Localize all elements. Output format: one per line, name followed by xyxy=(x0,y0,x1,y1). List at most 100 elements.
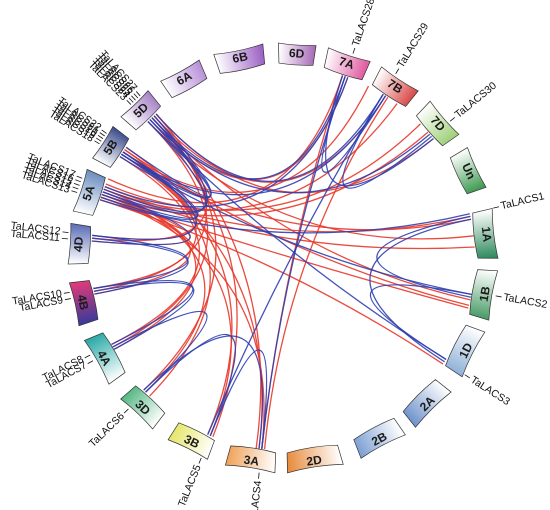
gene-tick-talacs28 xyxy=(352,47,356,54)
chromosome-label-2d: 2D xyxy=(305,452,323,468)
gene-label-talacs3: TaLACS3 xyxy=(468,374,512,408)
gene-tick-talacs29 xyxy=(395,68,400,74)
link-blue-56 xyxy=(321,76,387,173)
chromosome-6a xyxy=(160,59,208,99)
gene-labels: TaLACS1 TaLACS2 TaLACS3 TaLACS4 TaLACS5 TaLAC… xyxy=(10,0,548,510)
chromosome-label-4d: 4D xyxy=(71,236,86,253)
link-blue-57 xyxy=(342,93,433,189)
chromosome-label-1a: 1A xyxy=(479,226,495,243)
gene-tick-talacs2 xyxy=(495,295,502,298)
gene-label-talacs2: TaLACS2 xyxy=(502,291,548,311)
link-blue-63 xyxy=(121,95,387,196)
link-red-9 xyxy=(124,149,470,307)
chromosome-7d xyxy=(415,100,460,147)
gene-label-talacs30: TaLACS30 xyxy=(453,80,500,121)
link-red-19 xyxy=(261,75,344,449)
gene-tick-talacs25 xyxy=(131,95,136,101)
chromosome-5b xyxy=(92,125,130,168)
chromosome-7b xyxy=(371,66,419,107)
gene-tick-talacs23 xyxy=(126,100,132,105)
link-blue-59 xyxy=(151,76,346,180)
link-blue-55 xyxy=(369,218,472,363)
chromosome-label-1b: 1B xyxy=(477,285,494,303)
chromosome-7a xyxy=(323,47,371,81)
chromosome-4d xyxy=(67,222,91,265)
link-blue-42 xyxy=(125,119,212,197)
link-blue-52 xyxy=(143,335,264,449)
gene-tick-talacs6 xyxy=(123,408,129,414)
gene-tick-talacs1 xyxy=(493,206,500,209)
gene-tick-talacs12 xyxy=(62,231,69,233)
chromosome-label-6a: 6A xyxy=(174,68,194,88)
gene-tick-talacs13 xyxy=(71,190,78,193)
chromosome-label-6d: 6D xyxy=(289,46,306,61)
chromosome-label-2b: 2B xyxy=(369,429,389,449)
gene-tick-talacs22 xyxy=(101,129,107,134)
gene-tick-talacs3 xyxy=(464,374,471,379)
chromosome-3a xyxy=(224,445,277,474)
gene-label-talacs1: TaLACS1 xyxy=(500,190,546,212)
chromosome-5d xyxy=(120,90,162,131)
gene-tick-talacs26 xyxy=(133,93,139,99)
link-blue-48 xyxy=(93,279,194,345)
link-red-8 xyxy=(121,153,472,231)
gene-tick-talacs17 xyxy=(76,175,83,179)
link-blue-46 xyxy=(92,234,189,290)
link-red-4 xyxy=(107,75,344,204)
gene-tick-talacs4 xyxy=(258,472,260,479)
gene-tick-talacs30 xyxy=(449,117,456,122)
chromosome-6d xyxy=(278,42,317,66)
gene-tick-talacs19 xyxy=(95,137,102,142)
gene-tick-talacs9 xyxy=(64,298,71,301)
collinearity-links xyxy=(91,75,475,450)
chromosome-label-4a: 4A xyxy=(94,348,114,369)
link-red-5 xyxy=(103,103,398,212)
link-red-3 xyxy=(99,199,444,365)
link-red-6 xyxy=(101,131,429,217)
gene-tick-talacs14 xyxy=(72,186,79,190)
link-blue-62 xyxy=(104,77,349,208)
link-blue-61 xyxy=(149,119,431,194)
chromosome-2a xyxy=(402,379,452,428)
chromosome-6b xyxy=(213,43,266,74)
gene-tick-talacs16 xyxy=(75,179,82,183)
chromosome-label-3b: 3B xyxy=(182,432,202,452)
link-red-7 xyxy=(105,123,421,211)
gene-label-talacs4: TaLACS4 xyxy=(247,480,264,510)
link-blue-64 xyxy=(261,76,346,449)
gene-tick-talacs11 xyxy=(61,237,68,240)
link-red-28 xyxy=(111,156,200,345)
link-red-16 xyxy=(100,196,265,449)
link-blue-68 xyxy=(147,121,447,360)
gene-tick-talacs8 xyxy=(84,354,91,359)
link-blue-49 xyxy=(112,310,208,393)
chromosome-label-4b: 4B xyxy=(74,293,91,311)
gene-label-talacs28: TaLACS28 xyxy=(350,0,378,48)
chromosome-3d xyxy=(120,385,166,430)
gene-tick-talacs27 xyxy=(135,91,141,97)
gene-label-talacs12: TaLACS12 xyxy=(10,220,61,238)
gene-tick-talacs10 xyxy=(63,291,70,294)
chromosome-label-3a: 3A xyxy=(243,452,261,468)
chromosome-label-5a: 5A xyxy=(80,183,98,202)
chromosome-label-6b: 6B xyxy=(231,49,249,66)
link-blue-65 xyxy=(207,93,384,435)
chromosome-4b xyxy=(68,280,99,327)
gene-tick-talacs21 xyxy=(99,132,105,137)
gene-tick-talacs20 xyxy=(97,134,104,139)
link-red-20 xyxy=(263,96,389,450)
gene-tick-talacs24 xyxy=(128,97,134,103)
link-blue-60 xyxy=(155,93,384,182)
gene-label-talacs6: TaLACS6 xyxy=(87,410,127,450)
chromosome-3b xyxy=(167,422,215,460)
chromosome-4a xyxy=(83,332,126,385)
chromosome-label-un: Un xyxy=(459,161,478,181)
chromosome-1a xyxy=(472,207,499,259)
chromosome-5a xyxy=(72,168,106,216)
gene-label-talacs29: TaLACS29 xyxy=(395,21,432,70)
gene-tick-talacs7 xyxy=(87,360,94,364)
gene-tick-talacs18 xyxy=(94,140,100,145)
gene-tick-talacs5 xyxy=(198,457,202,464)
chromosome-label-7a: 7A xyxy=(337,54,356,72)
